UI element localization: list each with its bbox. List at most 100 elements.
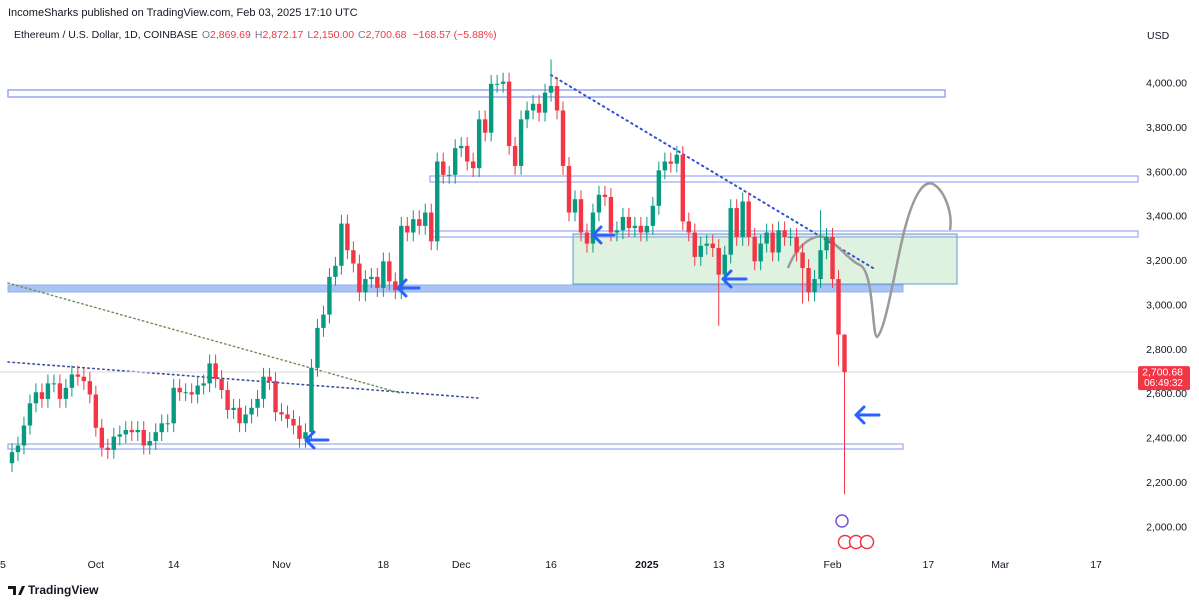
candle-body bbox=[572, 199, 578, 213]
candle-body bbox=[512, 145, 518, 166]
candle-body bbox=[153, 432, 158, 442]
x-tick-label: Dec bbox=[452, 559, 471, 571]
price-tag-label: 2,700.68 bbox=[1142, 366, 1183, 378]
x-tick-label: 14 bbox=[168, 559, 180, 571]
candle-body bbox=[488, 83, 494, 133]
candle-body bbox=[728, 208, 733, 255]
candle-body bbox=[429, 212, 434, 242]
candle-body bbox=[339, 223, 344, 266]
candle-body bbox=[333, 265, 338, 277]
candle-body bbox=[129, 429, 134, 433]
candle-body bbox=[590, 212, 596, 244]
candle-body bbox=[686, 221, 691, 233]
candle-body bbox=[195, 385, 200, 395]
candle-body bbox=[602, 194, 608, 197]
candle-body bbox=[554, 86, 560, 111]
arrow bbox=[396, 278, 421, 298]
candle-body bbox=[357, 263, 362, 293]
candle-body bbox=[698, 245, 703, 257]
candle-body bbox=[417, 219, 422, 226]
candle-body bbox=[33, 392, 39, 404]
candle-body bbox=[207, 363, 212, 384]
candle-body bbox=[165, 423, 170, 425]
candle-body bbox=[578, 199, 584, 233]
change: −168.57 (−5.88%) bbox=[413, 29, 497, 41]
candle-body bbox=[315, 327, 320, 368]
candle-body bbox=[21, 425, 27, 446]
x-tick-label: 17 bbox=[923, 559, 935, 571]
candle-body bbox=[147, 441, 152, 446]
x-tick-label: 15 bbox=[0, 559, 6, 571]
x-tick-label: 17 bbox=[1090, 559, 1102, 571]
candle-body bbox=[321, 314, 326, 328]
candle-body bbox=[614, 230, 620, 233]
box bbox=[7, 89, 946, 98]
candle-body bbox=[788, 236, 793, 238]
y-tick-label: 2,800.00 bbox=[1146, 344, 1187, 356]
candle-body bbox=[123, 429, 128, 435]
y-tick-label: 4,000.00 bbox=[1146, 78, 1187, 90]
candle-body bbox=[632, 225, 638, 229]
trendline bbox=[7, 361, 479, 399]
price-tag-box bbox=[1138, 366, 1190, 391]
box bbox=[7, 443, 904, 450]
price-tag-countdown: 06:49:32 bbox=[1144, 378, 1183, 389]
y-tick-label: 3,800.00 bbox=[1146, 122, 1187, 134]
candle-body bbox=[351, 250, 356, 264]
candle-body bbox=[806, 267, 811, 293]
support-band bbox=[7, 284, 904, 293]
x-tick-label: 2025 bbox=[635, 559, 659, 571]
candle-body bbox=[770, 232, 775, 253]
candle-body bbox=[387, 261, 392, 282]
currency: USD bbox=[1147, 30, 1170, 42]
candle-body bbox=[800, 252, 805, 268]
event-icons bbox=[835, 514, 875, 550]
candle-body bbox=[453, 148, 458, 175]
candle-body bbox=[560, 110, 566, 166]
candle-body bbox=[608, 196, 614, 233]
candle-body bbox=[536, 103, 542, 113]
candle-body bbox=[219, 378, 224, 391]
candle-body bbox=[662, 161, 668, 171]
candle-body bbox=[405, 225, 410, 233]
candle-body bbox=[830, 236, 835, 280]
arrow bbox=[721, 269, 748, 289]
candle-body bbox=[345, 223, 350, 251]
ohlc-key: O bbox=[202, 29, 210, 41]
x-tick-label: 18 bbox=[377, 559, 389, 571]
candle-body bbox=[273, 381, 278, 413]
candle-body bbox=[518, 119, 524, 166]
candle-body bbox=[530, 103, 536, 111]
candle-body bbox=[524, 110, 530, 120]
candle-body bbox=[363, 279, 368, 293]
candle-body bbox=[626, 216, 632, 229]
ohlc-key: L bbox=[307, 29, 313, 41]
candle-body bbox=[27, 403, 33, 426]
candle-body bbox=[674, 154, 680, 164]
candle-body bbox=[369, 276, 374, 280]
candle-body bbox=[542, 92, 548, 113]
candle-body bbox=[51, 383, 57, 385]
y-tick-label: 3,600.00 bbox=[1146, 166, 1187, 178]
candle-body bbox=[303, 432, 308, 439]
candle-body bbox=[225, 390, 230, 410]
ohlc-value: 2,872.17 bbox=[262, 29, 303, 41]
y-tick-label: 2,000.00 bbox=[1146, 521, 1187, 533]
candle-body bbox=[776, 230, 781, 253]
candle-body bbox=[758, 243, 763, 262]
candle-body bbox=[746, 201, 751, 237]
candle-body bbox=[435, 161, 440, 242]
x-tick-label: 13 bbox=[713, 559, 725, 571]
candle-body bbox=[824, 236, 829, 251]
candle-body bbox=[836, 279, 841, 335]
candle-body bbox=[620, 216, 626, 231]
trendline bbox=[7, 282, 401, 394]
candle-body bbox=[423, 212, 428, 226]
candle-body bbox=[656, 170, 662, 206]
candle-body bbox=[285, 414, 290, 419]
candle-body bbox=[752, 236, 757, 262]
candle-body bbox=[249, 407, 254, 415]
candle-body bbox=[381, 261, 386, 288]
